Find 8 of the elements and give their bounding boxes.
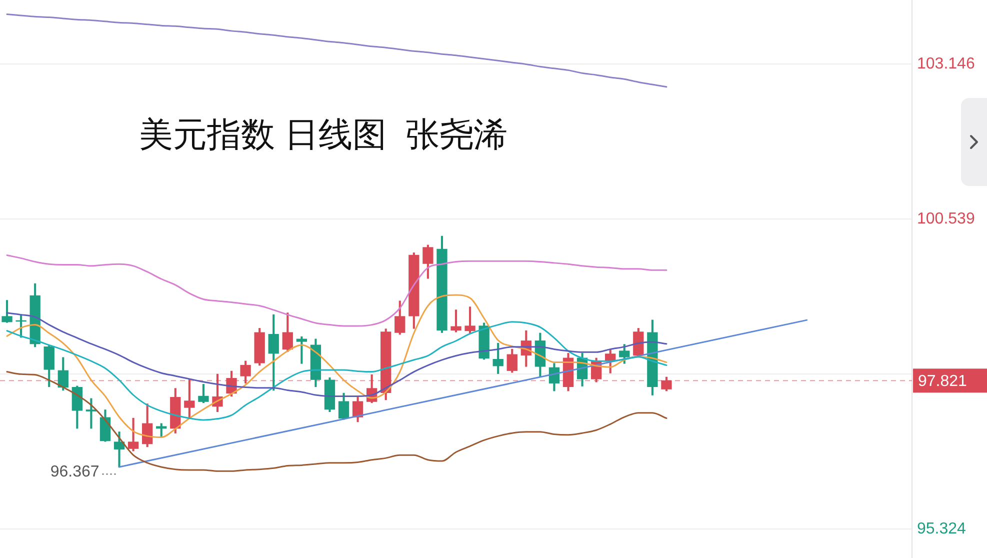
- y-tick-label: 103.146: [917, 55, 975, 72]
- ref-line-label: 97.821: [918, 373, 968, 390]
- line-series: [6, 254, 668, 327]
- y-tick-label: 100.539: [917, 210, 975, 228]
- y-tick-label: 95.324: [917, 520, 966, 538]
- annotation: 96.367: [50, 464, 100, 481]
- line-series: [6, 14, 668, 88]
- text: 美元指数 日线图 张尧浠: [139, 115, 508, 155]
